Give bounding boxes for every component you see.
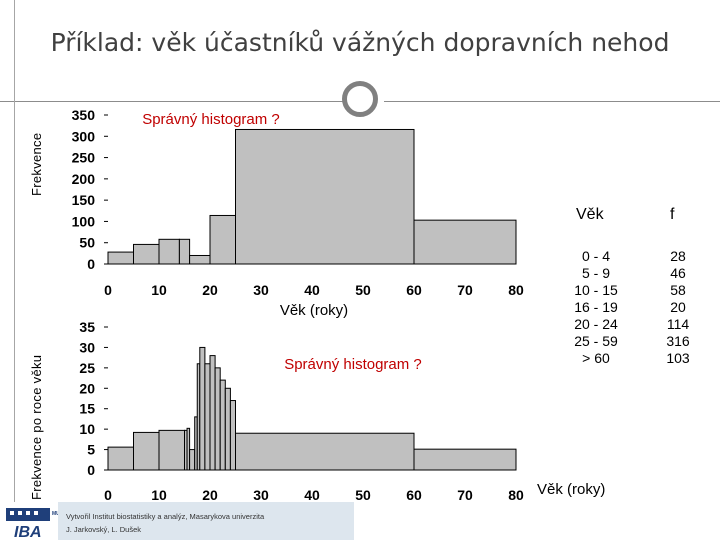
y-tick-label: 150 <box>72 192 96 208</box>
histogram-bar <box>214 367 221 471</box>
title-rule-left <box>0 101 344 102</box>
x-tick-label: 80 <box>508 282 524 298</box>
histogram-bar <box>133 431 160 471</box>
histogram-bar <box>189 254 211 265</box>
histogram-bar <box>413 448 517 471</box>
y-tick-label: 300 <box>72 128 96 144</box>
title-rule-right <box>384 101 720 102</box>
left-frame-line <box>14 0 15 502</box>
y-tick-label: 350 <box>72 107 96 123</box>
x-tick-label: 60 <box>406 487 422 503</box>
table-cell-age: 10 - 15 <box>574 282 618 298</box>
footer-credit-line1: Vytvořil Institut biostatistiky a analýz… <box>66 512 265 521</box>
footer-credit: Vytvořil Institut biostatistiky a analýz… <box>66 510 264 536</box>
histogram-bar <box>204 363 211 471</box>
histogram-bar <box>209 214 236 265</box>
histogram-bar <box>199 346 206 471</box>
x-tick-label: 10 <box>151 282 167 298</box>
x-tick-label: 40 <box>304 282 320 298</box>
table-cell-age: 0 - 4 <box>581 248 610 264</box>
histogram-bar <box>158 238 180 265</box>
histogram-bar <box>224 387 231 471</box>
y-tick-label: 30 <box>79 339 95 355</box>
x-tick-label: 20 <box>202 282 218 298</box>
y-tick-label: 50 <box>79 235 95 251</box>
x-tick-label: 20 <box>202 487 218 503</box>
y-tick-label: 5 <box>87 442 95 458</box>
histogram-bar <box>107 446 134 471</box>
table-cell-age: 5 - 9 <box>581 265 610 281</box>
y-tick-label: 15 <box>79 401 95 417</box>
title-circle-ornament <box>342 81 378 117</box>
bottom-chart-annotation: Správný histogram ? <box>284 356 422 373</box>
slide-title: Příklad: věk účastníků vážných dopravníc… <box>50 28 670 57</box>
table-cell-f: 58 <box>670 282 686 298</box>
x-tick-label: 40 <box>304 487 320 503</box>
x-tick-label: 30 <box>253 282 269 298</box>
histogram-bar <box>189 449 196 471</box>
table-cell-f: 20 <box>670 299 686 315</box>
table-cell-f: 46 <box>670 265 686 281</box>
table-header-age: Věk <box>576 206 604 223</box>
x-tick-label: 70 <box>457 282 473 298</box>
iba-logo: MU IBA <box>0 502 60 540</box>
x-tick-label: 60 <box>406 282 422 298</box>
histogram-bar <box>413 219 517 265</box>
x-tick-label: 0 <box>104 487 112 503</box>
y-tick-label: 100 <box>72 213 96 229</box>
y-tick-label: 25 <box>79 360 95 376</box>
footer-bar <box>58 502 354 540</box>
x-tick-label: 30 <box>253 487 269 503</box>
bottom-chart-xlabel: Věk (roky) <box>537 481 606 498</box>
table-cell-age: 16 - 19 <box>574 299 618 315</box>
table-cell-f: 28 <box>670 248 686 264</box>
top-chart-annotation: Správný histogram ? <box>142 111 280 128</box>
y-tick-label: 200 <box>72 171 96 187</box>
histogram-bar <box>158 429 185 471</box>
table-column-f: 28 46 58 20 114 316 103 <box>656 248 700 367</box>
table-cell-age: > 60 <box>582 350 610 366</box>
logo-text: IBA <box>14 524 42 540</box>
histogram-bar <box>209 355 216 471</box>
top-chart-xlabel: Věk (roky) <box>280 302 348 319</box>
y-tick-label: 20 <box>79 380 95 396</box>
x-tick-label: 0 <box>104 282 112 298</box>
x-tick-label: 50 <box>355 282 371 298</box>
table-cell-age: 20 - 24 <box>574 316 618 332</box>
top-histogram: 0 10 20 30 40 50 60 70 80 0 50 100 150 200 250 300 350 <box>72 107 524 298</box>
histogram-bar <box>219 379 226 471</box>
histogram-bar <box>178 238 191 265</box>
table-cell-f: 114 <box>666 316 690 332</box>
table-cell-age: 25 - 59 <box>574 333 618 349</box>
table-column-age: 0 - 4 5 - 9 10 - 15 16 - 19 20 - 24 25 -… <box>556 248 636 367</box>
y-tick-label: 10 <box>79 421 95 437</box>
table-header-f: f <box>670 206 675 223</box>
bottom-histogram: 0 10 20 30 40 50 60 70 80 0 5 10 15 20 25 30 35 <box>79 319 524 503</box>
y-tick-label: 250 <box>72 150 96 166</box>
histogram-bar <box>235 128 415 265</box>
table-cell-f: 103 <box>666 350 690 366</box>
y-tick-label: 0 <box>87 462 95 478</box>
footer-credit-line2: J. Jarkovský, L. Dušek <box>66 525 142 534</box>
histogram-bar <box>133 243 160 265</box>
y-tick-label: 35 <box>79 319 95 335</box>
x-tick-label: 10 <box>151 487 167 503</box>
x-tick-label: 50 <box>355 487 371 503</box>
logo-badge: MU <box>52 511 58 517</box>
table-cell-f: 316 <box>666 333 690 349</box>
y-tick-label: 0 <box>87 256 95 272</box>
histogram-bar <box>229 400 236 471</box>
x-tick-label: 80 <box>508 487 524 503</box>
x-tick-label: 70 <box>457 487 473 503</box>
histogram-bar <box>107 251 134 265</box>
histogram-bar <box>235 432 415 471</box>
